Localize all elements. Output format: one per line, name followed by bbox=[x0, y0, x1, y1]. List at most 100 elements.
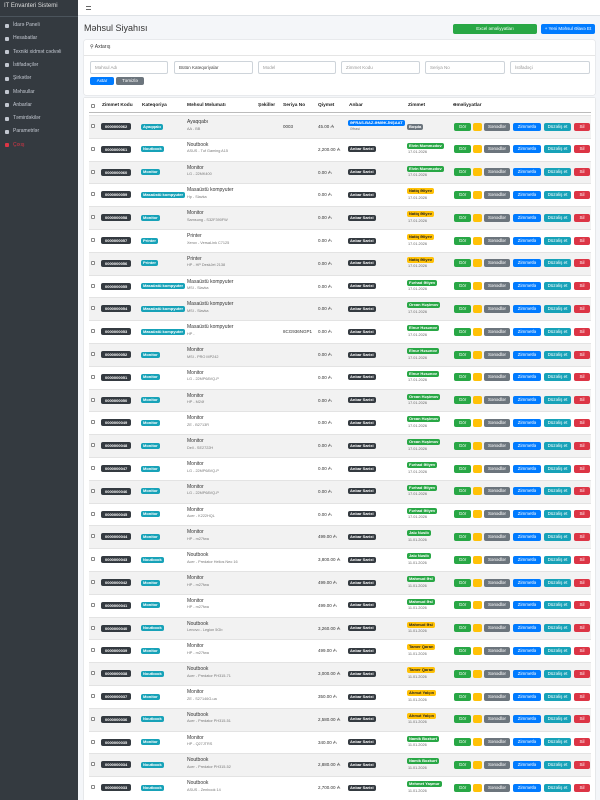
action-button[interactable]: Zimmetlə bbox=[513, 418, 541, 427]
action-button[interactable]: Sənədlər bbox=[484, 578, 510, 587]
action-button[interactable]: Zimmetlə bbox=[513, 373, 541, 382]
row-checkbox[interactable] bbox=[91, 785, 95, 790]
action-button[interactable]: Gör bbox=[454, 555, 471, 564]
action-button[interactable]: Zimmetlə bbox=[513, 487, 541, 496]
action-button[interactable]: Sənədlər bbox=[484, 327, 510, 336]
action-button[interactable]: Gör bbox=[454, 373, 471, 382]
edit-button[interactable] bbox=[473, 441, 482, 450]
edit-button[interactable] bbox=[473, 168, 482, 177]
action-button[interactable]: Gör bbox=[454, 783, 471, 792]
action-button[interactable]: Sənədlər bbox=[484, 624, 510, 633]
edit-button[interactable] bbox=[473, 783, 482, 792]
row-checkbox[interactable] bbox=[91, 124, 95, 128]
action-button[interactable]: Düzəliş et bbox=[544, 396, 571, 405]
action-button[interactable]: Sənədlər bbox=[484, 760, 510, 769]
action-button[interactable]: Gör bbox=[454, 464, 471, 473]
row-checkbox[interactable] bbox=[91, 466, 95, 470]
row-checkbox[interactable] bbox=[91, 671, 95, 676]
action-button[interactable]: Sil bbox=[574, 464, 590, 473]
action-button[interactable]: Düzəliş et bbox=[544, 601, 571, 610]
row-checkbox[interactable] bbox=[91, 397, 95, 402]
row-checkbox[interactable] bbox=[91, 511, 95, 516]
action-button[interactable]: Sil bbox=[574, 510, 590, 519]
action-button[interactable]: Düzəliş et bbox=[544, 168, 571, 177]
action-button[interactable]: Sil bbox=[574, 441, 590, 450]
action-button[interactable]: Düzəliş et bbox=[544, 669, 571, 678]
menu-item[interactable]: Şirkətlər bbox=[13, 75, 32, 82]
action-button[interactable]: Sil bbox=[574, 715, 590, 724]
action-button[interactable]: Zimmetlə bbox=[513, 304, 541, 313]
action-button[interactable]: Sil bbox=[574, 738, 590, 747]
action-button[interactable]: Zimmetlə bbox=[513, 555, 541, 564]
action-button[interactable]: Düzəliş et bbox=[544, 236, 571, 245]
action-button[interactable]: Zimmetlə bbox=[513, 601, 541, 610]
hamburger[interactable] bbox=[86, 6, 91, 10]
action-button[interactable]: Gör bbox=[454, 304, 471, 313]
action-button[interactable]: Gör bbox=[454, 418, 471, 427]
action-button[interactable]: Sil bbox=[574, 555, 590, 564]
action-button[interactable]: Düzəliş et bbox=[544, 304, 571, 313]
row-checkbox[interactable] bbox=[91, 762, 95, 767]
row-checkbox[interactable] bbox=[91, 694, 95, 698]
filter-input[interactable]: Zimmet Kodu bbox=[341, 61, 420, 74]
action-button[interactable]: Sil bbox=[574, 213, 590, 222]
filter-input[interactable]: İstifadəçi bbox=[510, 61, 590, 74]
action-button[interactable]: Düzəliş et bbox=[544, 715, 571, 724]
action-button[interactable]: Düzəliş et bbox=[544, 555, 571, 564]
edit-button[interactable] bbox=[473, 236, 482, 245]
menu-item[interactable]: Məhsullar bbox=[13, 88, 35, 95]
action-button[interactable]: Düzəliş et bbox=[544, 487, 571, 496]
edit-button[interactable] bbox=[473, 578, 482, 587]
action-button[interactable]: Sənədlər bbox=[484, 145, 510, 154]
action-button[interactable]: Zimmetlə bbox=[513, 259, 541, 268]
action-button[interactable]: Gör bbox=[454, 236, 471, 245]
filter-input[interactable]: Model bbox=[258, 61, 336, 74]
action-button[interactable]: Sil bbox=[574, 669, 590, 678]
action-button[interactable]: Sil bbox=[574, 487, 590, 496]
action-button[interactable]: Zimmetlə bbox=[513, 282, 541, 291]
action-button[interactable]: Sil bbox=[574, 190, 590, 199]
action-button[interactable]: Sənədlər bbox=[484, 669, 510, 678]
action-button[interactable]: Düzəliş et bbox=[544, 190, 571, 199]
action-button[interactable]: Gör bbox=[454, 715, 471, 724]
clear-button[interactable]: Təmizlə bbox=[116, 77, 144, 85]
action-button[interactable]: Zimmetlə bbox=[513, 715, 541, 724]
action-button[interactable]: Sil bbox=[574, 692, 590, 701]
edit-button[interactable] bbox=[473, 350, 482, 359]
row-checkbox[interactable] bbox=[91, 306, 95, 311]
action-button[interactable]: Sənədlər bbox=[484, 259, 510, 268]
edit-button[interactable] bbox=[473, 190, 482, 199]
action-button[interactable]: Sil bbox=[574, 646, 590, 655]
menu-item[interactable]: İstifadəçilər bbox=[13, 61, 39, 68]
action-button[interactable]: Gör bbox=[454, 259, 471, 268]
action-button[interactable]: Gör bbox=[454, 760, 471, 769]
action-button[interactable]: Zimmetlə bbox=[513, 464, 541, 473]
action-button[interactable]: Zimmetlə bbox=[513, 190, 541, 199]
action-button[interactable]: Zimmetlə bbox=[513, 145, 541, 154]
row-checkbox[interactable] bbox=[91, 625, 95, 630]
add-button[interactable]: + Yeni Məhsul Əlavə Et bbox=[541, 24, 595, 34]
edit-button[interactable] bbox=[473, 487, 482, 496]
action-button[interactable]: Gör bbox=[454, 396, 471, 405]
action-button[interactable]: Düzəliş et bbox=[544, 373, 571, 382]
action-button[interactable]: Sil bbox=[574, 259, 590, 268]
action-button[interactable]: Düzəliş et bbox=[544, 350, 571, 359]
action-button[interactable]: Zimmetlə bbox=[513, 236, 541, 245]
edit-button[interactable] bbox=[473, 624, 482, 633]
action-button[interactable]: Zimmetlə bbox=[513, 327, 541, 336]
action-button[interactable]: Gör bbox=[454, 213, 471, 222]
action-button[interactable]: Zimmetlə bbox=[513, 669, 541, 678]
action-button[interactable]: Sil bbox=[574, 760, 590, 769]
action-button[interactable]: Zimmetlə bbox=[513, 646, 541, 655]
action-button[interactable]: Gör bbox=[454, 692, 471, 701]
action-button[interactable]: Sil bbox=[574, 327, 590, 336]
action-button[interactable]: Düzəliş et bbox=[544, 738, 571, 747]
row-checkbox[interactable] bbox=[91, 716, 95, 721]
edit-button[interactable] bbox=[473, 122, 482, 131]
action-button[interactable]: Sil bbox=[574, 532, 590, 541]
action-button[interactable]: Zimmetlə bbox=[513, 168, 541, 177]
action-button[interactable]: Sil bbox=[574, 624, 590, 633]
row-checkbox[interactable] bbox=[91, 534, 95, 539]
row-checkbox[interactable] bbox=[91, 488, 95, 493]
action-button[interactable]: Zimmetlə bbox=[513, 738, 541, 747]
